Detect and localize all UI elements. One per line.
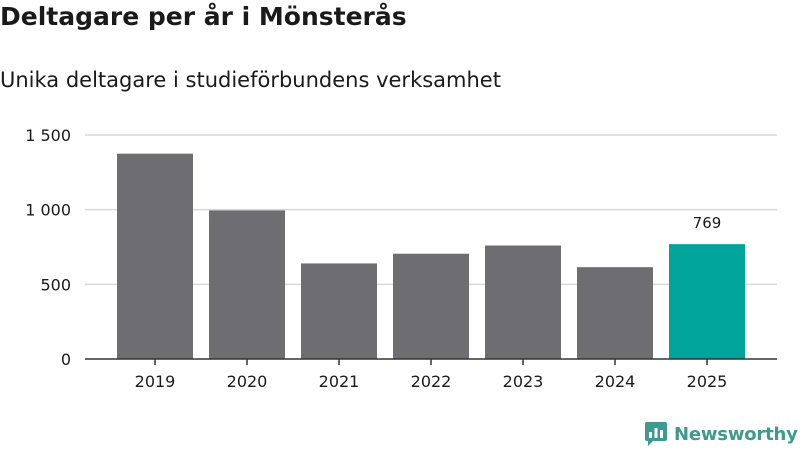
x-tick-label: 2021 [319, 372, 360, 391]
bar-2022 [393, 253, 469, 359]
bar-2021 [301, 263, 377, 359]
bar-2023 [485, 245, 561, 359]
y-tick-label: 1 000 [25, 201, 71, 220]
data-label: 769 [693, 214, 722, 232]
newsworthy-logo-icon [645, 422, 667, 446]
y-axis-ticks: 0 500 1 000 1 500 [25, 126, 71, 369]
newsworthy-logo-text: Newsworthy [674, 423, 798, 445]
data-labels: 769 [693, 214, 722, 232]
bar-2020 [209, 210, 285, 359]
x-axis-ticks: 2019 2020 2021 2022 2023 2024 2025 [135, 359, 728, 391]
x-tick-label: 2023 [503, 372, 544, 391]
x-tick-label: 2022 [411, 372, 452, 391]
x-tick-label: 2025 [687, 372, 728, 391]
x-tick-label: 2019 [135, 372, 176, 391]
newsworthy-logo: Newsworthy [644, 420, 798, 448]
y-tick-label: 500 [40, 275, 71, 294]
x-tick-label: 2020 [227, 372, 268, 391]
bars [117, 153, 745, 359]
chart-subtitle: Unika deltagare i studieförbundens verks… [0, 68, 501, 92]
bar-2025 [669, 244, 745, 359]
bar-2024 [577, 267, 653, 359]
y-tick-label: 1 500 [25, 126, 71, 145]
chart-title: Deltagare per år i Mönsterås [0, 2, 407, 31]
y-tick-label: 0 [61, 350, 71, 369]
x-tick-label: 2024 [595, 372, 636, 391]
bar-2019 [117, 153, 193, 359]
